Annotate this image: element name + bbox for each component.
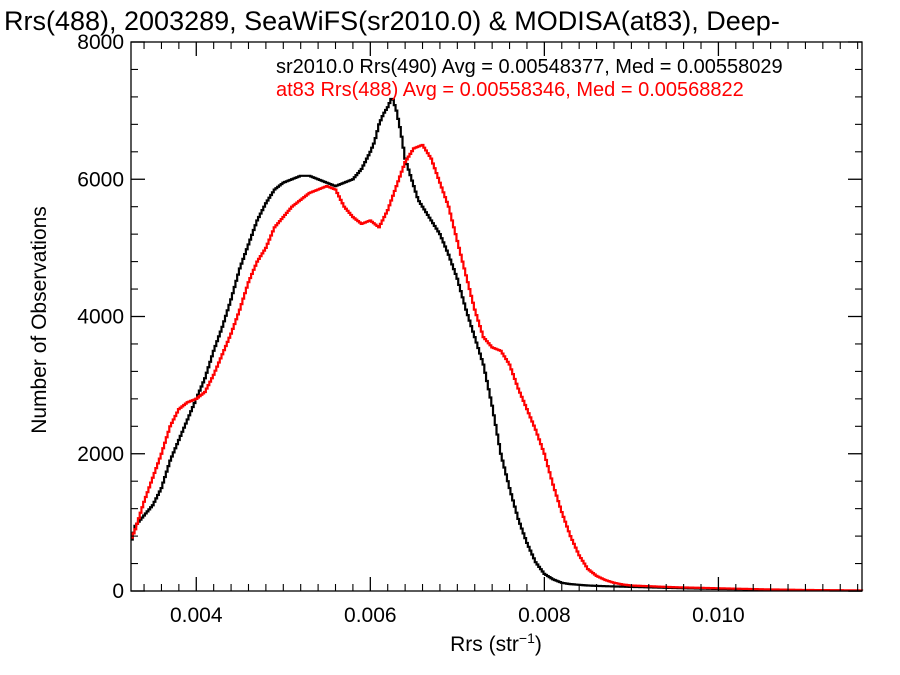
chart-title: Rrs(488), 2003289, SeaWiFS(sr2010.0) & M… <box>4 6 780 36</box>
y-tick-label: 2000 <box>77 443 124 466</box>
y-tick-label: 6000 <box>77 168 124 191</box>
legend-entry-sr2010: sr2010.0 Rrs(490) Avg = 0.00548377, Med … <box>276 56 783 78</box>
legend: sr2010.0 Rrs(490) Avg = 0.00548377, Med … <box>276 56 783 101</box>
plot-area: 0.004 0.006 0.008 0.010 0 2000 4000 6000 8000 <box>77 31 864 627</box>
y-tick-label: 8000 <box>77 31 124 54</box>
x-tick-label: 0.004 <box>170 604 223 627</box>
plot-frame <box>130 41 863 592</box>
y-tick-label: 0 <box>112 580 124 603</box>
x-axis-label-suffix: ) <box>535 633 542 656</box>
y-axis-label: Number of Observations <box>28 206 51 434</box>
y-tick-label: 4000 <box>77 306 124 329</box>
x-tick-label: 0.008 <box>518 604 571 627</box>
x-axis-label: Rrs (str−1) <box>450 630 542 656</box>
x-axis-label-superscript: −1 <box>519 630 535 646</box>
x-tick-label: 0.010 <box>692 604 745 627</box>
series-line-sr2010 <box>131 97 864 592</box>
x-axis-label-main: Rrs (str <box>450 633 519 656</box>
x-tick-label: 0.006 <box>344 604 397 627</box>
series-line-at83 <box>131 143 864 592</box>
legend-entry-at83: at83 Rrs(488) Avg = 0.00558346, Med = 0.… <box>276 79 744 101</box>
